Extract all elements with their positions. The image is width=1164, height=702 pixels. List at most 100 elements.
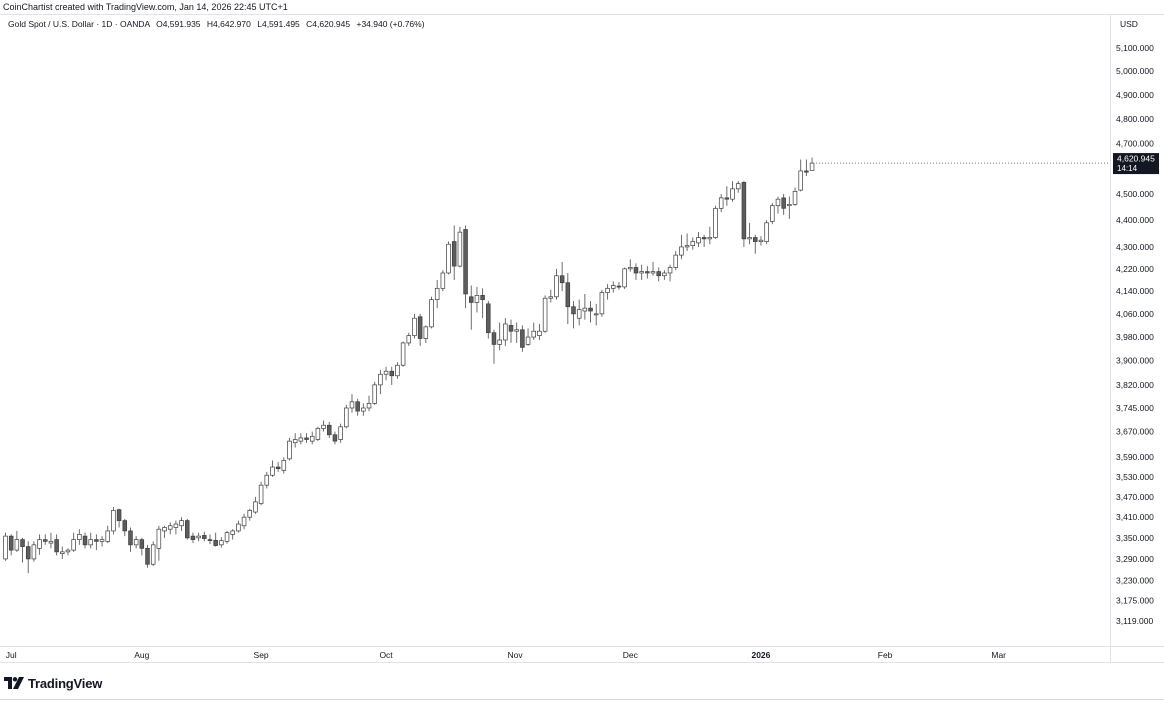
candle <box>593 303 599 326</box>
price-axis-label: 4,220.000 <box>1116 264 1154 274</box>
candle <box>258 481 264 506</box>
candle-body-up <box>321 424 326 429</box>
symbol-name[interactable]: Gold Spot / U.S. Dollar · 1D · OANDA <box>8 19 150 29</box>
candle-body-down <box>82 535 88 546</box>
credit-text: CoinChartist created with TradingView.co… <box>3 2 288 12</box>
price-axis-label: 4,400.000 <box>1116 215 1154 225</box>
price-axis[interactable]: 5,100.000 5,000.000 4,900.000 4,800.000 4,70… <box>1116 43 1154 626</box>
candle-body-down <box>633 267 639 274</box>
candle-body-up <box>679 246 684 256</box>
candle <box>735 181 741 193</box>
candle-body-up <box>14 539 20 551</box>
candle <box>389 366 394 385</box>
price-tag-value: 4,620.945 <box>1117 154 1155 164</box>
candle <box>179 517 184 531</box>
candle <box>287 437 292 461</box>
candle <box>82 532 88 549</box>
candle <box>275 462 281 472</box>
candle <box>747 222 752 245</box>
candle-body-up <box>133 539 139 546</box>
legend-high: H4,642.970 <box>206 19 251 29</box>
candle <box>417 313 423 346</box>
candle-body-up <box>554 275 559 298</box>
price-tag-countdown: 14:14 <box>1117 164 1138 173</box>
candle <box>576 299 582 326</box>
time-axis-label: Nov <box>508 650 524 660</box>
header-bar: CoinChartist created with TradingView.co… <box>0 0 1164 14</box>
candle <box>241 513 247 530</box>
candle-body-down <box>645 271 650 274</box>
candle <box>559 261 565 292</box>
candle <box>378 369 383 395</box>
candle <box>486 301 491 339</box>
candle-body-up <box>576 309 582 319</box>
candle-body-down <box>355 401 360 412</box>
candle <box>65 548 71 556</box>
candle <box>599 289 605 317</box>
candle <box>463 225 468 309</box>
currency-label[interactable]: USD <box>1120 19 1138 29</box>
candle-body-up <box>514 329 519 332</box>
candle <box>332 431 338 445</box>
candle <box>366 395 372 412</box>
candle <box>792 187 798 206</box>
candle <box>321 420 326 432</box>
legend-low: L4,591.495 <box>257 19 300 29</box>
candle <box>798 159 803 192</box>
price-tag-box <box>1113 153 1159 175</box>
candle <box>469 285 474 330</box>
candle <box>236 520 241 533</box>
candle-body-up <box>446 243 451 274</box>
candle-body-down <box>741 182 747 240</box>
candle <box>474 286 480 313</box>
candle-body-up <box>247 510 252 518</box>
candle-body-up <box>77 534 82 540</box>
candle-body-down <box>804 170 809 173</box>
price-axis-label: 3,350.000 <box>1116 533 1154 543</box>
price-axis-label: 3,980.000 <box>1116 332 1154 342</box>
candle-body-up <box>531 330 536 338</box>
tradingview-logo[interactable]: TradingView <box>4 674 102 692</box>
candle <box>213 532 218 547</box>
candle <box>355 398 360 416</box>
candle <box>753 234 758 254</box>
candle <box>173 520 179 535</box>
candle-body-down <box>417 316 423 339</box>
price-axis-label: 3,470.000 <box>1116 492 1154 502</box>
time-axis-label: Dec <box>623 650 639 660</box>
candle <box>588 301 593 323</box>
candle <box>372 381 377 405</box>
price-axis-label: 3,230.000 <box>1116 575 1154 585</box>
candle-body-up <box>270 466 275 476</box>
price-axis-label: 4,800.000 <box>1116 114 1154 124</box>
candle-body-up <box>775 198 781 207</box>
candle-body-up <box>798 170 803 191</box>
candle-body-up <box>758 239 764 242</box>
candle-body-up <box>525 336 531 345</box>
candle-body-up <box>156 528 162 549</box>
candle <box>679 234 684 260</box>
candle-body-down <box>54 539 59 553</box>
candle-body-up <box>179 520 184 527</box>
price-axis-label: 3,745.000 <box>1116 403 1154 413</box>
candle <box>105 525 110 544</box>
candle-body-down <box>327 424 332 436</box>
candle <box>565 272 571 324</box>
candle <box>809 157 815 171</box>
candle-body-up <box>236 523 241 532</box>
candle <box>605 284 610 300</box>
candle-body-up <box>383 370 389 375</box>
candle <box>327 422 332 438</box>
candle-body-up <box>412 317 417 336</box>
time-axis-label: Sep <box>254 650 269 660</box>
price-axis-label: 3,530.000 <box>1116 472 1154 482</box>
candle-body-down <box>565 282 571 308</box>
candle <box>582 293 588 320</box>
candle-body-up <box>593 313 599 316</box>
candle <box>48 532 54 549</box>
candle-body-up <box>434 287 440 300</box>
time-axis[interactable]: Jul Aug Sep Oct Nov Dec 2026 Feb Mar <box>6 650 1006 660</box>
candle-body-down <box>25 546 31 560</box>
candle-body-up <box>548 296 554 299</box>
